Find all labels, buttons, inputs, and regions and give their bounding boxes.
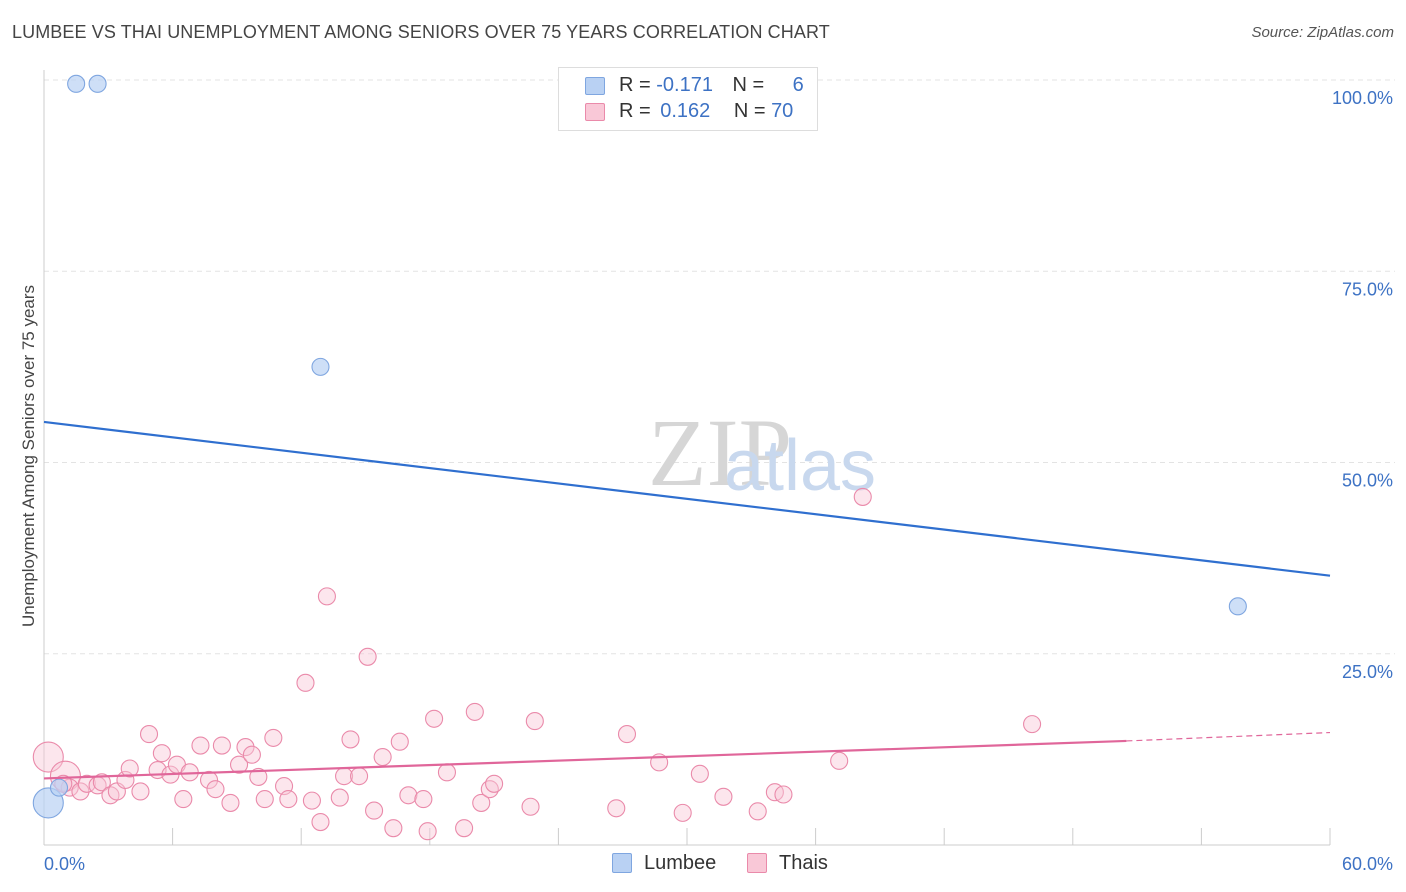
lumbee-trend-line <box>43 420 1331 577</box>
thai-point <box>236 738 255 757</box>
x-tick-label: 0.0% <box>44 854 85 874</box>
thai-point <box>120 759 139 778</box>
thai-point <box>350 767 369 786</box>
thai-point <box>853 487 872 506</box>
thai-point <box>174 790 193 809</box>
thai-point <box>465 702 484 721</box>
thai-point <box>330 788 349 807</box>
lumbee-point <box>88 74 107 93</box>
y-tick-label: 25.0% <box>1342 662 1393 682</box>
watermark-zip: ZIP <box>648 399 792 506</box>
lumbee-point <box>49 778 69 797</box>
thai-point <box>390 732 409 751</box>
thai-point <box>472 793 491 812</box>
thai-point <box>521 797 540 816</box>
tick-labels: 25.0% 50.0% 75.0% 100.0% 0.0% 60.0% <box>44 88 1393 874</box>
thai-point <box>139 725 159 744</box>
thai-point <box>1023 715 1042 734</box>
y-tick-label: 100.0% <box>1332 88 1393 108</box>
x-tick-label: 60.0% <box>1342 854 1393 874</box>
thai-point <box>485 774 504 793</box>
trend-lines <box>43 420 1331 780</box>
thai-point <box>279 790 298 809</box>
thai-point <box>131 782 150 801</box>
thai-point <box>212 736 231 755</box>
thai-point <box>296 673 315 692</box>
bottom-swatch-lumbee <box>612 853 632 873</box>
thai-points <box>32 487 1042 841</box>
bottom-label-lumbee: Lumbee <box>644 852 717 874</box>
chart-title: LUMBEE VS THAI UNEMPLOYMENT AMONG SENIOR… <box>12 22 830 42</box>
thai-point <box>384 819 403 838</box>
thai-point <box>249 767 268 786</box>
thai-trend-extension <box>1126 731 1331 742</box>
thai-point <box>365 801 384 820</box>
thai-point <box>191 736 210 755</box>
thai-point <box>399 786 418 805</box>
thai-point <box>525 712 544 731</box>
thai-point <box>206 780 225 799</box>
thai-point <box>311 812 330 832</box>
thai-point <box>418 822 437 841</box>
thai-point <box>607 799 626 818</box>
lumbee-point <box>1228 597 1247 616</box>
thai-point <box>199 770 219 790</box>
legend-swatch-lumbee <box>585 77 605 95</box>
thai-point <box>714 787 733 806</box>
correlation-legend: R = -0.171 N = 6 R = 0.162 N = 70 <box>558 67 818 131</box>
lumbee-point <box>311 357 330 376</box>
thai-point <box>748 802 767 821</box>
lumbee-r-value: -0.171 <box>656 74 713 96</box>
thai-r-value: 0.162 <box>660 100 711 122</box>
thai-point <box>242 745 261 764</box>
thai-trend-line <box>43 739 1127 780</box>
legend-swatch-thai <box>585 103 605 121</box>
thai-point <box>414 790 433 809</box>
thai-point <box>617 725 637 744</box>
thai-point <box>152 744 171 763</box>
thai-point <box>302 791 321 810</box>
thai-point <box>425 709 444 728</box>
thai-point <box>335 767 354 786</box>
thai-point <box>830 751 849 770</box>
y-tick-label: 75.0% <box>1342 279 1393 299</box>
thai-point <box>221 793 240 812</box>
thai-point <box>71 782 90 801</box>
thai-point <box>673 803 692 822</box>
thai-point <box>774 785 793 804</box>
thai-point <box>341 730 360 749</box>
thai-point <box>373 747 392 767</box>
legend-text-lumbee: R = -0.171 N = 6 <box>619 74 804 96</box>
bottom-swatch-thai <box>747 853 767 873</box>
lumbee-n-value: 6 <box>792 74 804 96</box>
source-credit: Source: ZipAtlas.com <box>1251 24 1394 41</box>
lumbee-points <box>32 74 1247 819</box>
bottom-label-thai: Thais <box>779 852 828 874</box>
thai-point <box>358 647 377 666</box>
legend-text-thai: R = 0.162 N = 70 <box>619 100 794 122</box>
watermark-atlas: atlas <box>724 426 876 506</box>
axes <box>43 70 1331 846</box>
thai-n-value: 70 <box>771 100 794 122</box>
thai-point <box>317 587 336 606</box>
thai-point <box>455 819 474 838</box>
thai-point <box>255 790 274 809</box>
thai-point <box>437 763 456 782</box>
thai-point <box>690 764 709 783</box>
y-tick-label: 50.0% <box>1342 471 1393 491</box>
thai-point <box>229 755 249 774</box>
thai-point <box>92 773 111 792</box>
thai-point <box>264 728 283 747</box>
grid-lines <box>44 79 1395 655</box>
lumbee-point <box>67 74 86 93</box>
